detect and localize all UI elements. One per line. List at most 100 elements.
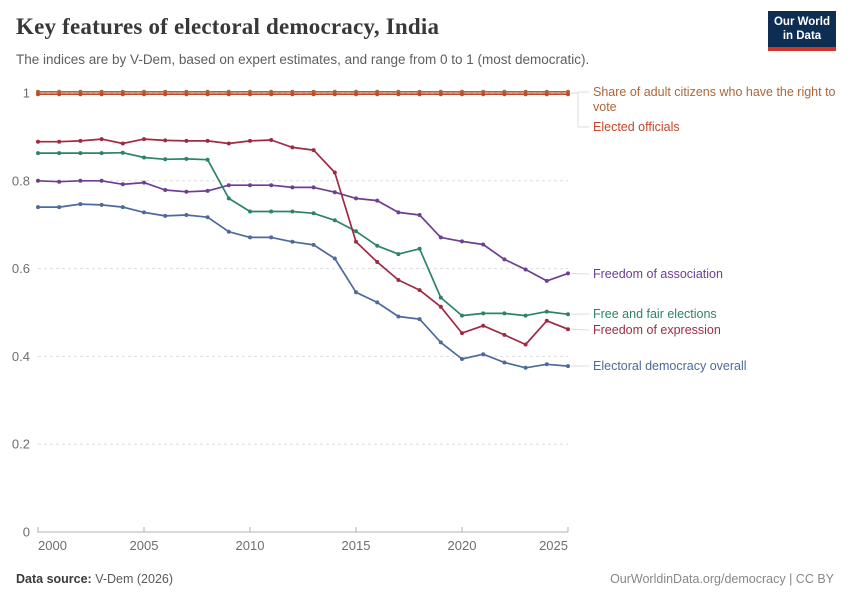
series-point-freedom-of-expression — [184, 138, 189, 143]
series-point-freedom-of-expression — [99, 137, 104, 142]
series-point-freedom-of-expression — [438, 304, 443, 309]
series-point-free-and-fair-elections — [502, 311, 507, 316]
series-point-freedom-of-expression — [57, 139, 62, 144]
label-connector-freedom-of-expression — [570, 328, 590, 331]
x-tick-label: 2010 — [236, 538, 265, 553]
series-line-freedom-of-expression[interactable] — [38, 138, 569, 346]
series-point-electoral-democracy-overall — [36, 205, 40, 210]
series-point-free-and-fair-elections — [438, 295, 443, 300]
series-point-electoral-democracy-overall — [438, 340, 443, 345]
owid-logo-line1: Our World — [773, 16, 830, 28]
series-point-electoral-democracy-overall — [396, 314, 401, 319]
series-point-electoral-democracy-overall — [332, 256, 337, 261]
series-point-freedom-of-expression — [332, 170, 337, 175]
series-point-freedom-of-association — [163, 188, 168, 192]
series-point-freedom-of-association — [375, 198, 380, 203]
series-point-elected-officials — [120, 92, 125, 97]
series-point-free-and-fair-elections — [481, 311, 486, 316]
series-label-elected-officials[interactable]: Elected officials — [593, 119, 680, 134]
series-point-freedom-of-expression — [396, 278, 401, 282]
series-point-electoral-democracy-overall — [375, 300, 380, 305]
series-point-freedom-of-expression — [290, 145, 295, 150]
series-point-freedom-of-association — [481, 242, 486, 247]
series-point-electoral-democracy-overall — [290, 239, 295, 244]
series-point-electoral-democracy-overall — [460, 357, 464, 361]
series-point-freedom-of-association — [57, 179, 62, 184]
series-point-electoral-democracy-overall — [205, 215, 210, 220]
label-connector-freedom-of-association — [570, 272, 590, 275]
series-point-freedom-of-expression — [375, 260, 380, 264]
series-label-share-adult-citizens-right-to-vote[interactable]: Share of adult citizens who have the rig… — [593, 84, 836, 114]
series-point-free-and-fair-elections — [269, 209, 274, 214]
series-point-electoral-democracy-overall — [481, 352, 486, 357]
series-line-free-and-fair-elections[interactable] — [38, 151, 569, 317]
chart-subtitle: The indices are by V-Dem, based on exper… — [16, 52, 590, 67]
series-point-freedom-of-expression — [544, 318, 549, 323]
series-label-freedom-of-expression[interactable]: Freedom of expression — [593, 322, 721, 337]
series-point-freedom-of-association — [523, 267, 528, 272]
series-line-electoral-democracy-overall[interactable] — [38, 203, 569, 369]
series-point-electoral-democracy-overall — [417, 317, 422, 322]
series-point-freedom-of-expression — [120, 141, 125, 146]
series-point-elected-officials — [417, 92, 422, 97]
series-point-elected-officials — [205, 92, 210, 97]
x-tick-label: 2025 — [539, 538, 568, 553]
series-point-freedom-of-association — [142, 180, 146, 185]
series-point-electoral-democracy-overall — [523, 365, 528, 370]
series-point-free-and-fair-elections — [248, 209, 252, 214]
series-point-freedom-of-association — [269, 183, 274, 188]
series-point-freedom-of-association — [205, 188, 210, 193]
series-point-elected-officials — [78, 92, 83, 97]
owid-logo[interactable]: Our World in Data — [768, 11, 836, 51]
series-point-elected-officials — [57, 92, 62, 97]
series-point-elected-officials — [438, 92, 443, 97]
series-point-elected-officials — [163, 92, 168, 97]
series-point-elected-officials — [99, 92, 104, 97]
series-point-elected-officials — [269, 92, 274, 97]
series-point-elected-officials — [566, 92, 570, 97]
series-label-free-and-fair-elections[interactable]: Free and fair elections — [593, 306, 717, 321]
series-point-freedom-of-association — [438, 235, 443, 240]
series-point-elected-officials — [142, 92, 146, 97]
series-line-freedom-of-association[interactable] — [37, 179, 569, 282]
series-point-elected-officials — [36, 92, 40, 97]
series-point-free-and-fair-elections — [375, 243, 380, 248]
series-label-electoral-democracy-overall[interactable]: Electoral democracy overall — [593, 358, 747, 373]
series-point-free-and-fair-elections — [311, 211, 316, 216]
series-point-freedom-of-association — [544, 278, 549, 283]
series-point-electoral-democracy-overall — [502, 360, 507, 365]
series-point-freedom-of-association — [290, 185, 295, 190]
data-source-value: V-Dem (2026) — [91, 572, 174, 586]
series-point-freedom-of-association — [120, 182, 125, 187]
series-point-freedom-of-expression — [502, 332, 507, 337]
series-point-freedom-of-association — [184, 189, 189, 194]
series-point-freedom-of-association — [396, 210, 401, 215]
data-source-note: Data source: V-Dem (2026) — [16, 572, 173, 586]
series-point-electoral-democracy-overall — [184, 213, 189, 217]
legend-bracket-connector — [571, 91, 589, 128]
series-point-freedom-of-expression — [460, 331, 464, 336]
series-point-freedom-of-association — [226, 183, 231, 188]
series-point-elected-officials — [226, 92, 231, 97]
series-point-electoral-democracy-overall — [269, 235, 274, 240]
series-point-freedom-of-association — [248, 183, 252, 188]
owid-logo-line2: in Data — [782, 30, 822, 43]
series-point-freedom-of-association — [417, 213, 422, 217]
page-title: Key features of electoral democracy, Ind… — [16, 14, 440, 39]
series-point-freedom-of-expression — [36, 139, 40, 144]
series-point-elected-officials — [481, 92, 486, 97]
series-point-free-and-fair-elections — [184, 156, 189, 161]
owid-cc-by-link[interactable]: OurWorldinData.org/democracy | CC BY — [610, 572, 834, 586]
series-label-freedom-of-association[interactable]: Freedom of association — [593, 266, 723, 281]
series-point-free-and-fair-elections — [120, 150, 125, 155]
series-point-elected-officials — [354, 92, 358, 97]
series-point-electoral-democracy-overall — [248, 235, 252, 240]
series-point-freedom-of-expression — [205, 138, 210, 143]
series-point-freedom-of-association — [99, 178, 104, 183]
series-point-elected-officials — [396, 92, 401, 97]
series-point-freedom-of-association — [460, 239, 464, 244]
series-point-free-and-fair-elections — [396, 252, 401, 257]
y-tick-label: 0.8 — [12, 173, 30, 188]
series-point-freedom-of-association — [36, 178, 40, 183]
